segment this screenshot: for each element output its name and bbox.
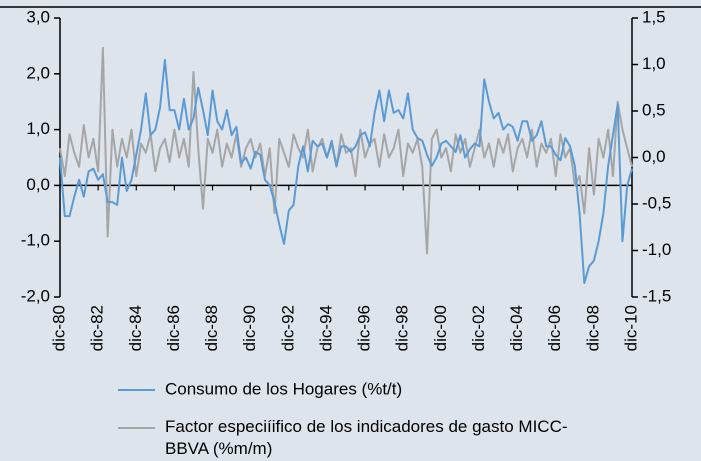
x-tick-label: dic-98 <box>393 305 412 351</box>
x-tick-label: dic-86 <box>164 305 183 351</box>
y2-tick-label: 0,0 <box>642 147 666 166</box>
x-tick-label: dic-96 <box>355 305 374 351</box>
x-tick-label: dic-82 <box>88 305 107 351</box>
x-tick-label: dic-00 <box>431 305 450 351</box>
y2-tick-label: -1,0 <box>642 240 671 259</box>
legend-label: Consumo de los Hogares (%t/t) <box>165 379 402 398</box>
x-tick-label: dic-10 <box>621 305 640 351</box>
x-tick-label: dic-02 <box>469 305 488 351</box>
y-tick-label: -1,0 <box>21 231 50 250</box>
y-tick-label: 3,0 <box>26 7 50 26</box>
x-tick-label: dic-92 <box>278 305 297 351</box>
y2-tick-label: 1,0 <box>642 54 666 73</box>
x-tick-label: dic-94 <box>316 305 335 351</box>
x-tick-label: dic-06 <box>545 305 564 351</box>
x-tick-label: dic-80 <box>49 305 68 351</box>
y2-tick-label: -1,5 <box>642 286 671 305</box>
x-tick-label: dic-88 <box>202 305 221 351</box>
x-tick-label: dic-08 <box>583 305 602 351</box>
x-tick-label: dic-04 <box>507 305 526 351</box>
y-tick-label: 2,0 <box>26 63 50 82</box>
y-tick-label: 1,0 <box>26 119 50 138</box>
y-tick-label: -2,0 <box>21 286 50 305</box>
x-tick-label: dic-90 <box>240 305 259 351</box>
y2-tick-label: 0,5 <box>642 100 666 119</box>
series-line <box>59 58 633 285</box>
y2-tick-label: 1,5 <box>642 7 666 26</box>
legend-label: Factor especiíifico de los indicadores d… <box>165 417 568 458</box>
x-tick-label: dic-84 <box>126 305 145 351</box>
y-tick-label: 0,0 <box>26 175 50 194</box>
series-line <box>59 46 633 255</box>
y2-tick-label: -0,5 <box>642 193 671 212</box>
